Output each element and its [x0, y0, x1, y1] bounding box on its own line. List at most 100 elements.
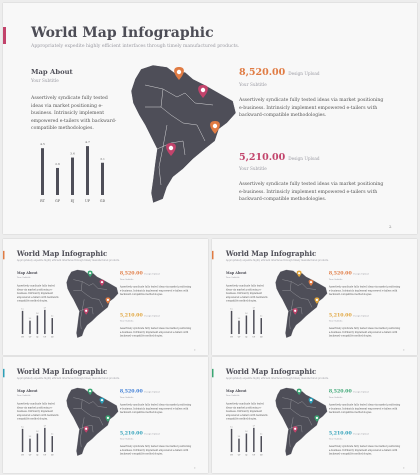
bar-value-label: 3.6: [36, 313, 38, 315]
stat-text-1: Assertively syndicate fully tested ideas…: [328, 404, 401, 415]
bar-category-label: GD: [260, 337, 263, 339]
bar-category-label: UP: [253, 337, 256, 339]
section-subtitle: Your Subtitle: [225, 394, 240, 397]
stat-text-1: Assertively syndicate fully tested ideas…: [119, 404, 192, 415]
bar-category-label: GP: [29, 337, 32, 339]
map-pin-icon[interactable]: [308, 397, 314, 405]
map-pin-icon[interactable]: [166, 143, 176, 156]
stat-subtitle-1: Your Subtitle: [328, 278, 343, 281]
bar-value-label: 3.1: [100, 157, 105, 161]
bar-value-label: 4.7: [44, 307, 46, 309]
map-pin-icon[interactable]: [105, 297, 111, 304]
map-pin-icon[interactable]: [87, 270, 93, 278]
map-pin-icon[interactable]: [308, 279, 314, 287]
map-pin-icon[interactable]: [87, 388, 93, 396]
map-pin-icon[interactable]: [314, 415, 320, 422]
section-title: Map About: [225, 271, 247, 276]
stat-text-2: Assertively syndicate fully tested ideas…: [119, 327, 192, 338]
bar-UP: [253, 427, 255, 453]
south-america-map: [66, 387, 119, 457]
bar-value-label: 4.7: [44, 425, 46, 427]
bar-category-label: GP: [238, 337, 241, 339]
bar-GP: [238, 320, 240, 335]
bar-EJ: [71, 157, 74, 195]
map-pin-icon[interactable]: [105, 415, 111, 422]
bar-chart: 4.5 RT 2.6 GP 3.6 EJ 4.7 UP 3.1 GD: [21, 307, 54, 339]
bar-category-label: EJ: [36, 455, 38, 457]
bar-chart: 4.5 RT 2.6 GP 3.6 EJ 4.7 UP 3.1 GD: [230, 307, 263, 339]
bar-RT: [230, 310, 233, 335]
map-pin-icon[interactable]: [296, 388, 302, 396]
south-america-map: [130, 64, 237, 204]
bar-chart: 4.5 RT 2.6 GP 3.6 EJ 4.7 UP 3.1 GD: [40, 140, 106, 203]
map-pin-icon[interactable]: [83, 308, 89, 315]
thumbnail-slide-4[interactable]: World Map Infographic Appropriately expe…: [212, 357, 417, 473]
map-pin-icon[interactable]: [292, 426, 298, 433]
bar-value-label: 4.5: [21, 308, 23, 310]
bar-value-label: 3.6: [36, 431, 38, 433]
south-america-map: [275, 387, 328, 457]
south-america-map: [66, 269, 119, 339]
bar-value-label: 3.1: [51, 316, 53, 318]
slide-subtitle: Appropriately expedite highly efficient …: [16, 259, 120, 262]
map-pin-icon[interactable]: [292, 308, 298, 315]
map-shape: [66, 269, 119, 339]
bar-category-label: GD: [51, 455, 54, 457]
bar-GD: [101, 162, 104, 195]
main-slide[interactable]: World Map Infographic Appropriately expe…: [3, 3, 417, 234]
bar-GP: [56, 167, 59, 195]
bar-RT: [230, 428, 233, 453]
bar-GP: [29, 320, 31, 335]
bar-GD: [51, 436, 53, 453]
map-pin-icon[interactable]: [99, 279, 105, 287]
section-body: Assertively syndicate fully tested ideas…: [31, 96, 117, 132]
stat-value-2: 5,210.00Design Upload: [328, 430, 369, 437]
slide-subtitle: Appropriately expedite highly efficient …: [225, 259, 329, 262]
bar-chart: 4.5 RT 2.6 GP 3.6 EJ 4.7 UP 3.1 GD: [230, 425, 263, 457]
map-shape: [275, 269, 328, 339]
stat-subtitle-1: Your Subtitle: [328, 396, 343, 399]
bar-value-label: 4.7: [253, 307, 255, 309]
bar-category-label: RT: [230, 455, 233, 457]
slide-title: World Map Infographic: [16, 249, 108, 258]
map-pin-icon[interactable]: [198, 85, 208, 98]
map-shape: [66, 387, 119, 457]
page-number: 2: [194, 348, 196, 351]
map-pins: [83, 388, 111, 433]
map-pin-icon[interactable]: [83, 426, 89, 433]
page-number: 2: [403, 348, 405, 351]
bar-EJ: [36, 433, 39, 453]
stat-text-1: Assertively syndicate fully tested ideas…: [239, 98, 384, 119]
accent-bar: [3, 27, 6, 44]
bar-value-label: 4.5: [230, 308, 232, 310]
stat-value-1: 8,520.00Design Upload: [328, 270, 369, 277]
map-shape: [130, 64, 237, 204]
bar-category-label: GD: [100, 199, 106, 203]
bar-value-label: 4.5: [21, 426, 23, 428]
stat-text-2: Assertively syndicate fully tested ideas…: [119, 445, 192, 456]
thumbnail-slide-3[interactable]: World Map Infographic Appropriately expe…: [3, 357, 208, 473]
map-pin-icon[interactable]: [210, 121, 220, 134]
thumbnail-slide-1[interactable]: World Map Infographic Appropriately expe…: [3, 239, 208, 355]
section-subtitle: Your Subtitle: [225, 276, 240, 279]
country-borders: [144, 84, 214, 186]
map-pin-icon[interactable]: [314, 297, 320, 304]
bar-category-label: RT: [40, 199, 45, 203]
bar-category-label: UP: [44, 337, 47, 339]
bar-value-label: 3.6: [245, 431, 247, 433]
slide-subtitle: Appropriately expedite highly efficient …: [31, 44, 240, 49]
map-pin-icon[interactable]: [296, 270, 302, 278]
bar-category-label: RT: [21, 337, 24, 339]
bar-GP: [29, 438, 31, 453]
bar-category-label: GD: [51, 337, 54, 339]
section-body: Assertively syndicate fully tested ideas…: [225, 285, 269, 303]
bar-category-label: UP: [44, 455, 47, 457]
thumbnail-slide-2[interactable]: World Map Infographic Appropriately expe…: [212, 239, 417, 355]
map-pin-icon[interactable]: [174, 67, 184, 80]
bar-category-label: EJ: [71, 199, 75, 203]
section-subtitle: Your Subtitle: [16, 394, 31, 397]
map-pins: [166, 67, 220, 156]
map-pin-icon[interactable]: [99, 397, 105, 405]
bar-category-label: GP: [29, 455, 32, 457]
